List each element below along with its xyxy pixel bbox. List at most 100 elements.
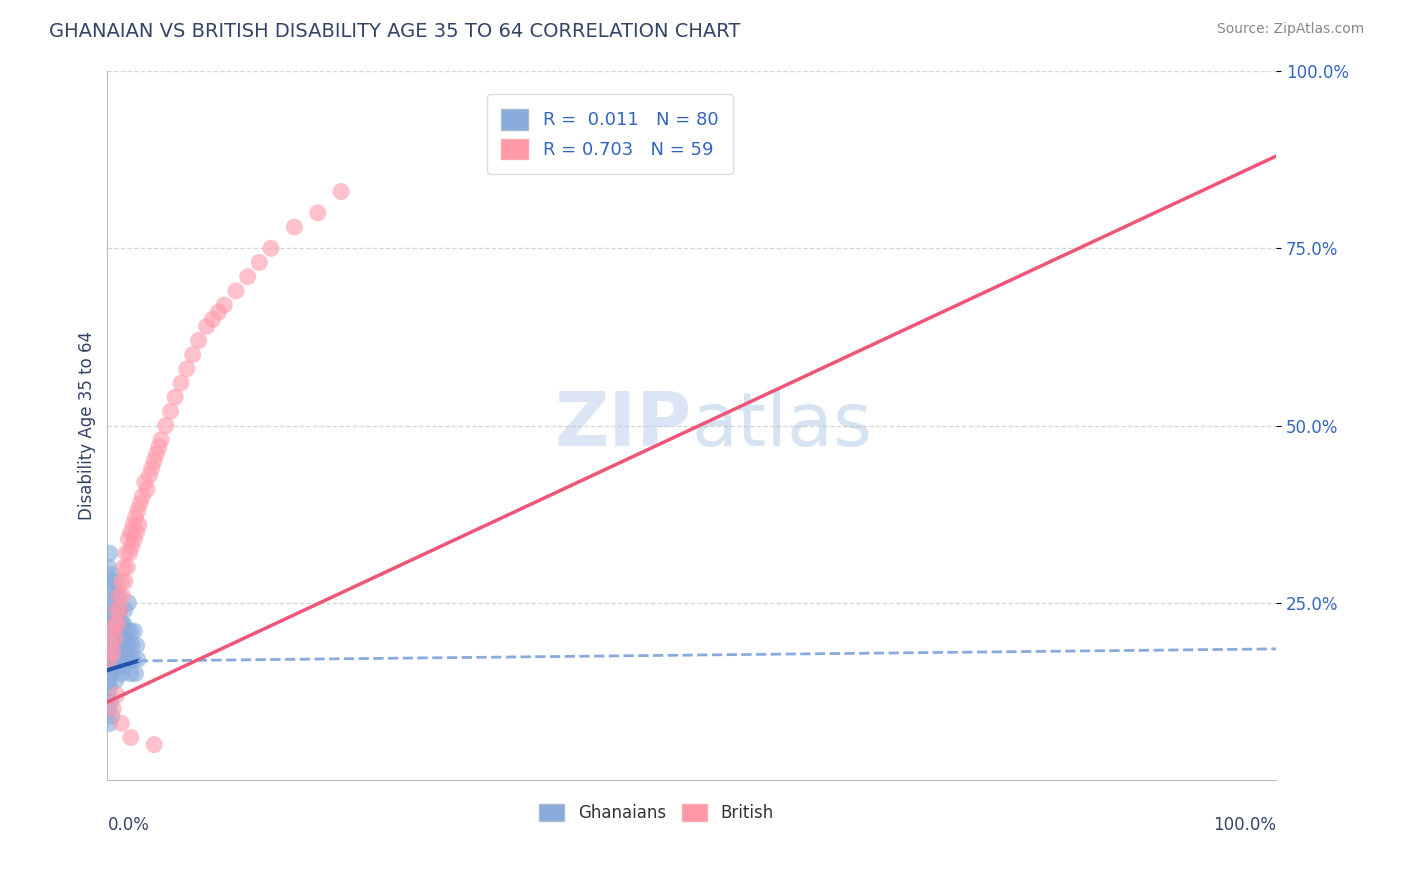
Point — [104, 574, 127, 589]
Point — [260, 241, 283, 255]
Point — [98, 645, 121, 659]
Point — [118, 652, 141, 666]
Point — [110, 574, 132, 589]
Point — [110, 603, 132, 617]
Point — [143, 738, 166, 752]
Point — [125, 638, 148, 652]
Point — [120, 731, 142, 745]
Point — [120, 524, 142, 539]
Point — [114, 574, 136, 589]
Point — [111, 589, 134, 603]
Point — [110, 638, 132, 652]
Point — [101, 659, 124, 673]
Point — [108, 617, 131, 632]
Point — [121, 638, 143, 652]
Point — [134, 475, 156, 490]
Point — [100, 624, 122, 639]
Point — [307, 206, 329, 220]
Point — [120, 666, 142, 681]
Point — [101, 645, 124, 659]
Point — [115, 652, 138, 666]
Text: ZIP: ZIP — [554, 389, 692, 462]
Point — [110, 666, 132, 681]
Point — [98, 659, 121, 673]
Point — [127, 503, 149, 517]
Point — [225, 284, 247, 298]
Point — [97, 652, 120, 666]
Point — [114, 603, 136, 617]
Point — [170, 376, 193, 390]
Point — [118, 546, 141, 560]
Point — [112, 560, 135, 574]
Point — [97, 702, 120, 716]
Point — [108, 603, 131, 617]
Point — [111, 632, 134, 646]
Point — [159, 404, 181, 418]
Point — [103, 632, 125, 646]
Point — [108, 645, 131, 659]
Point — [155, 418, 177, 433]
Point — [117, 560, 139, 574]
Point — [330, 185, 353, 199]
Point — [145, 447, 167, 461]
Point — [247, 255, 270, 269]
Point — [112, 645, 135, 659]
Point — [108, 589, 131, 603]
Point — [105, 603, 128, 617]
Point — [207, 305, 229, 319]
Point — [100, 638, 122, 652]
Point — [103, 638, 125, 652]
Point — [122, 652, 145, 666]
Point — [131, 490, 153, 504]
Point — [117, 638, 139, 652]
Point — [112, 617, 135, 632]
Point — [97, 673, 120, 688]
Point — [114, 645, 136, 659]
Point — [117, 624, 139, 639]
Point — [104, 603, 127, 617]
Point — [104, 673, 127, 688]
Point — [101, 632, 124, 646]
Point — [103, 596, 125, 610]
Point — [201, 312, 224, 326]
Point — [108, 617, 131, 632]
Point — [105, 638, 128, 652]
Point — [111, 659, 134, 673]
Point — [100, 574, 122, 589]
Point — [100, 610, 122, 624]
Text: atlas: atlas — [692, 389, 873, 462]
Point — [110, 624, 132, 639]
Point — [124, 510, 146, 524]
Point — [103, 702, 125, 716]
Point — [120, 624, 142, 639]
Point — [97, 638, 120, 652]
Point — [97, 560, 120, 574]
Text: 100.0%: 100.0% — [1213, 815, 1277, 833]
Point — [98, 716, 121, 731]
Point — [107, 632, 129, 646]
Text: GHANAIAN VS BRITISH DISABILITY AGE 35 TO 64 CORRELATION CHART: GHANAIAN VS BRITISH DISABILITY AGE 35 TO… — [49, 22, 741, 41]
Point — [100, 652, 122, 666]
Point — [181, 348, 204, 362]
Point — [105, 652, 128, 666]
Point — [187, 334, 209, 348]
Point — [128, 517, 150, 532]
Point — [124, 666, 146, 681]
Point — [165, 390, 187, 404]
Point — [110, 652, 132, 666]
Point — [103, 652, 125, 666]
Point — [122, 624, 145, 639]
Point — [98, 652, 121, 666]
Legend: Ghanaians, British: Ghanaians, British — [533, 797, 780, 829]
Point — [110, 632, 132, 646]
Point — [115, 645, 138, 659]
Point — [103, 589, 125, 603]
Point — [236, 269, 259, 284]
Point — [122, 532, 145, 546]
Point — [103, 659, 125, 673]
Point — [107, 659, 129, 673]
Point — [103, 617, 125, 632]
Point — [101, 617, 124, 632]
Point — [105, 624, 128, 639]
Point — [136, 483, 159, 497]
